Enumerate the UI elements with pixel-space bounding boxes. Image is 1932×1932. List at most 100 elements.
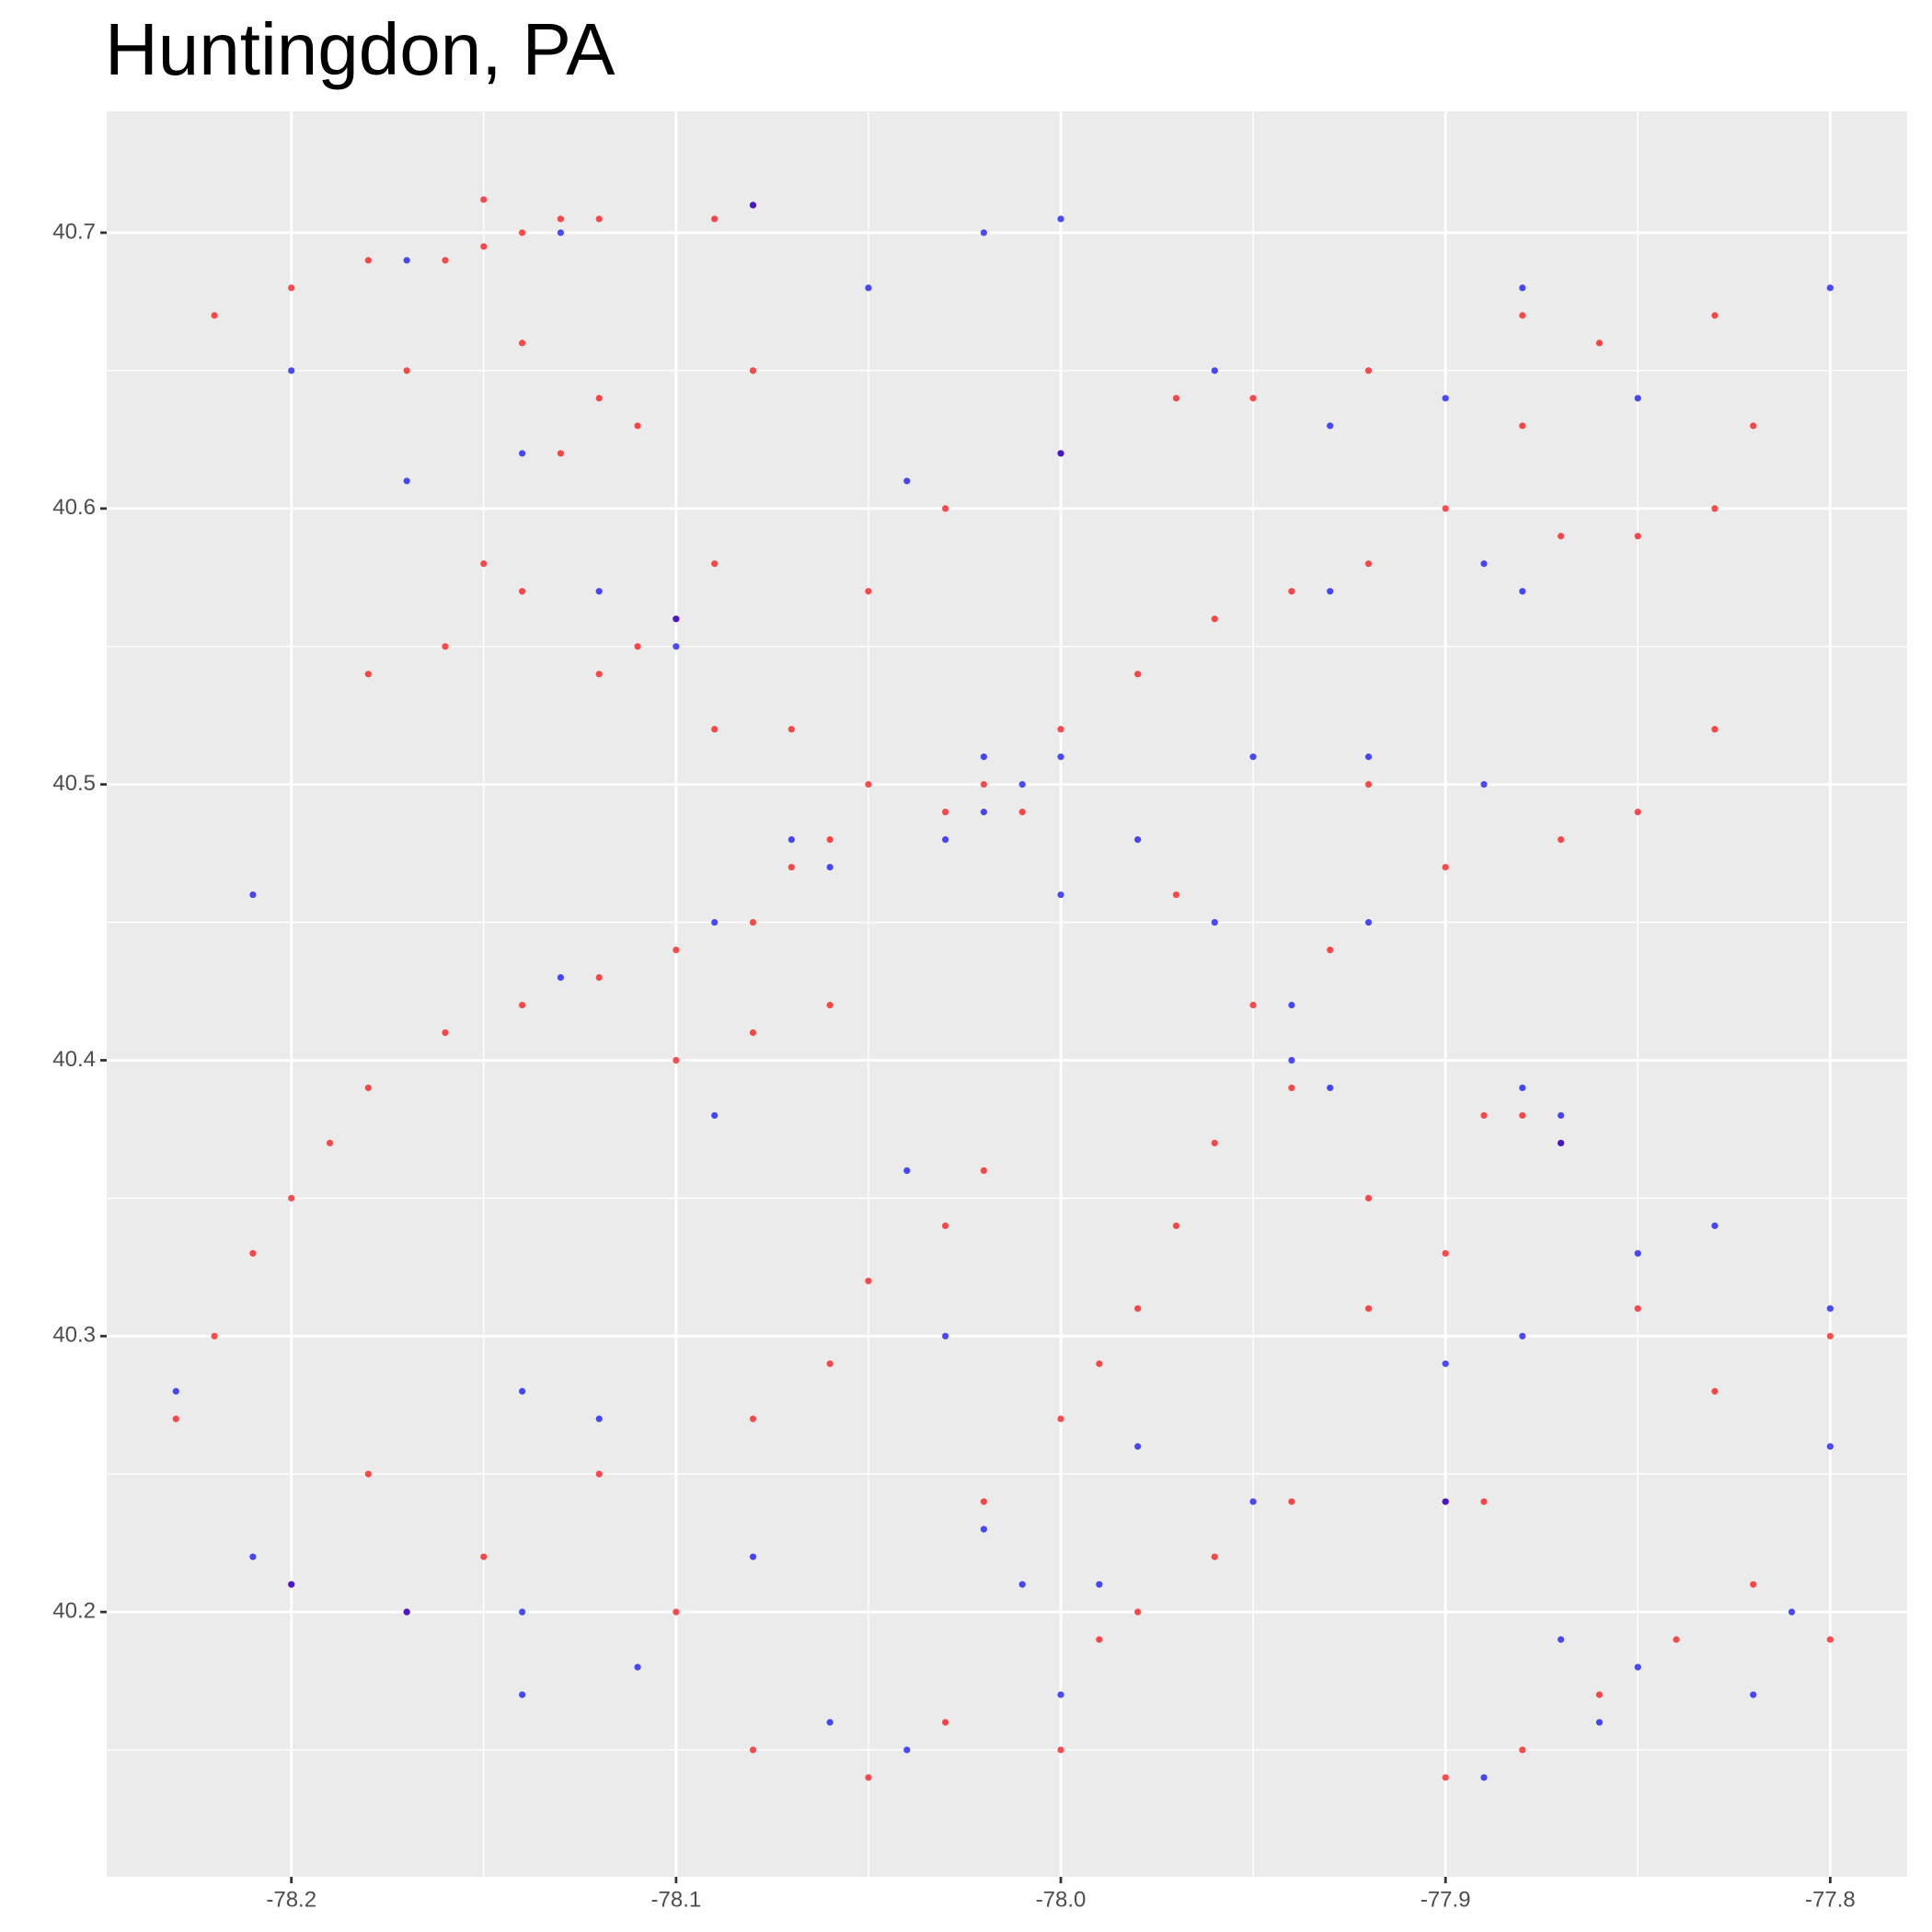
point — [749, 1029, 757, 1037]
point — [634, 1663, 641, 1671]
point — [1519, 588, 1526, 595]
point — [865, 1277, 872, 1284]
point — [1057, 1691, 1064, 1698]
point — [1558, 1139, 1565, 1147]
point — [865, 588, 872, 595]
point — [1442, 395, 1449, 402]
point — [519, 1387, 526, 1395]
point — [1134, 1608, 1142, 1616]
point — [865, 1774, 872, 1781]
point — [1364, 918, 1373, 926]
point — [595, 671, 603, 678]
point — [1288, 1056, 1295, 1064]
point — [1364, 1305, 1373, 1312]
point — [788, 863, 795, 871]
point — [519, 229, 526, 236]
point — [1480, 1774, 1488, 1781]
point — [941, 1222, 949, 1229]
point — [1134, 835, 1142, 844]
point — [980, 229, 988, 236]
point — [788, 726, 795, 733]
point — [326, 1139, 334, 1147]
point — [172, 1415, 179, 1422]
point — [519, 1001, 526, 1009]
point — [288, 367, 295, 374]
point — [1750, 1691, 1757, 1698]
point — [1057, 726, 1064, 733]
point — [980, 1498, 988, 1505]
point — [1826, 1332, 1834, 1340]
point — [557, 450, 565, 457]
point — [480, 196, 488, 203]
point — [1480, 781, 1488, 788]
point — [1634, 1305, 1641, 1312]
point — [1018, 809, 1026, 816]
point — [1211, 367, 1218, 374]
point — [749, 367, 757, 374]
point — [749, 1553, 757, 1560]
x-tick-label: -78.2 — [266, 1887, 316, 1912]
point — [673, 615, 680, 623]
point — [1750, 1581, 1757, 1588]
point — [1634, 1663, 1641, 1671]
point — [1595, 339, 1604, 347]
point — [673, 946, 680, 954]
point — [595, 588, 603, 595]
point — [941, 835, 949, 844]
point — [1480, 560, 1488, 568]
y-tick-label: 40.2 — [52, 1598, 96, 1623]
point — [1172, 395, 1180, 402]
point — [364, 257, 372, 264]
point — [711, 560, 719, 568]
point — [1018, 1581, 1026, 1588]
point — [1558, 1636, 1565, 1643]
point — [1519, 1084, 1526, 1092]
point — [1711, 1387, 1719, 1395]
point — [1134, 1443, 1142, 1450]
point — [980, 809, 988, 816]
point — [1249, 1498, 1257, 1505]
point — [519, 450, 526, 457]
point — [711, 215, 719, 223]
point — [1826, 1636, 1834, 1643]
point — [980, 781, 988, 788]
point — [364, 1084, 372, 1092]
point — [288, 284, 295, 292]
x-tick-label: -78.0 — [1036, 1887, 1087, 1912]
point — [519, 588, 526, 595]
point — [1096, 1581, 1103, 1588]
point — [1558, 533, 1565, 540]
point — [903, 1167, 911, 1174]
point — [941, 1332, 949, 1340]
point — [1442, 1360, 1449, 1367]
point — [595, 1470, 603, 1478]
y-tick-label: 40.6 — [52, 495, 96, 520]
point — [980, 1167, 988, 1174]
point — [1634, 395, 1641, 402]
point — [211, 1332, 218, 1340]
point — [1442, 1774, 1449, 1781]
point — [749, 201, 757, 209]
point — [941, 809, 949, 816]
point — [1364, 753, 1373, 761]
point — [1519, 1332, 1526, 1340]
point — [1288, 1084, 1295, 1092]
point — [1519, 422, 1526, 430]
point — [1018, 781, 1026, 788]
point — [1442, 1498, 1449, 1505]
point — [1057, 891, 1064, 899]
point — [1826, 1305, 1834, 1312]
point — [480, 1553, 488, 1560]
point — [1057, 753, 1064, 761]
point — [634, 643, 641, 650]
point — [1249, 753, 1257, 761]
point — [1327, 422, 1334, 430]
point — [711, 726, 719, 733]
point — [1826, 1443, 1834, 1450]
point — [557, 229, 565, 236]
point — [788, 835, 795, 844]
point — [1711, 312, 1719, 319]
point — [480, 243, 488, 250]
point — [903, 1746, 911, 1754]
